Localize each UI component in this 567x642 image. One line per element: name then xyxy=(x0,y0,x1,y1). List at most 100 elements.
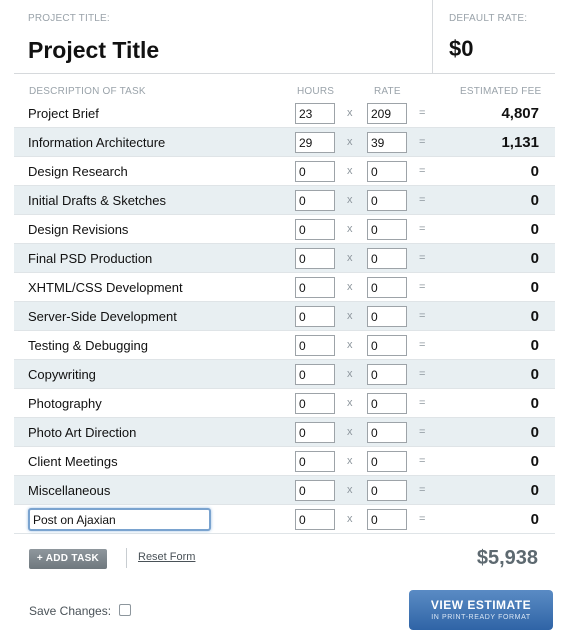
equals-sign: = xyxy=(419,397,426,409)
hours-input[interactable] xyxy=(295,190,335,211)
column-header-fee: ESTIMATED FEE xyxy=(460,86,542,97)
hours-input[interactable] xyxy=(295,132,335,153)
estimated-fee: 0 xyxy=(530,453,539,470)
table-row: Design Revisions x = 0 xyxy=(14,215,555,244)
hours-input[interactable] xyxy=(295,451,335,472)
task-list: Project Brief x = 4,807 Information Architec… xyxy=(14,99,555,534)
view-estimate-button[interactable]: VIEW ESTIMATE IN PRINT-READY FORMAT xyxy=(409,590,553,630)
task-name: XHTML/CSS Development xyxy=(28,280,183,295)
hours-input[interactable] xyxy=(295,364,335,385)
header: PROJECT TITLE: DEFAULT RATE: $0 xyxy=(14,0,555,74)
project-title-input[interactable] xyxy=(28,34,418,66)
hours-input[interactable] xyxy=(295,480,335,501)
rate-input[interactable] xyxy=(367,132,407,153)
hours-input[interactable] xyxy=(295,248,335,269)
rate-input[interactable] xyxy=(367,219,407,240)
task-name: Photo Art Direction xyxy=(28,425,137,440)
reset-form-link[interactable]: Reset Form xyxy=(138,551,196,563)
task-name: Project Brief xyxy=(28,106,99,121)
equals-sign: = xyxy=(419,165,426,177)
rate-input[interactable] xyxy=(367,103,407,124)
table-row: Photography x = 0 xyxy=(14,389,555,418)
table-row: Photo Art Direction x = 0 xyxy=(14,418,555,447)
table-row: Project Brief x = 4,807 xyxy=(14,99,555,128)
equals-sign: = xyxy=(419,310,426,322)
rate-input[interactable] xyxy=(367,364,407,385)
estimated-fee: 0 xyxy=(530,366,539,383)
rate-input[interactable] xyxy=(367,509,407,530)
column-header-hours: HOURS xyxy=(297,86,335,97)
hours-input[interactable] xyxy=(295,393,335,414)
table-row: Copywriting x = 0 xyxy=(14,360,555,389)
estimated-fee: 4,807 xyxy=(501,105,539,122)
task-name: Miscellaneous xyxy=(28,483,111,498)
table-row: Miscellaneous x = 0 xyxy=(14,476,555,505)
hours-input[interactable] xyxy=(295,219,335,240)
rate-input[interactable] xyxy=(367,335,407,356)
times-sign: x xyxy=(347,136,353,148)
equals-sign: = xyxy=(419,281,426,293)
estimated-fee: 0 xyxy=(530,482,539,499)
default-rate-section: DEFAULT RATE: $0 xyxy=(434,0,555,74)
estimated-fee: 0 xyxy=(530,511,539,528)
estimated-fee: 0 xyxy=(530,163,539,180)
add-task-button[interactable]: + ADD TASK xyxy=(29,549,107,569)
estimated-fee: 1,131 xyxy=(501,134,539,151)
hours-input[interactable] xyxy=(295,277,335,298)
equals-sign: = xyxy=(419,136,426,148)
rate-input[interactable] xyxy=(367,451,407,472)
footer-divider xyxy=(126,548,127,568)
estimated-fee: 0 xyxy=(530,221,539,238)
hours-input[interactable] xyxy=(295,335,335,356)
rate-input[interactable] xyxy=(367,190,407,211)
new-task-name-input[interactable] xyxy=(28,508,211,531)
times-sign: x xyxy=(347,368,353,380)
hours-input[interactable] xyxy=(295,306,335,327)
total-fee: $5,938 xyxy=(476,547,538,569)
task-name: Client Meetings xyxy=(28,454,118,469)
equals-sign: = xyxy=(419,484,426,496)
table-row: Initial Drafts & Sketches x = 0 xyxy=(14,186,555,215)
task-name: Design Revisions xyxy=(28,222,129,237)
rate-input[interactable] xyxy=(367,393,407,414)
times-sign: x xyxy=(347,455,353,467)
estimated-fee: 0 xyxy=(530,424,539,441)
table-row: Design Research x = 0 xyxy=(14,157,555,186)
times-sign: x xyxy=(347,310,353,322)
hours-input[interactable] xyxy=(295,422,335,443)
table-row: Final PSD Production x = 0 xyxy=(14,244,555,273)
estimated-fee: 0 xyxy=(530,279,539,296)
equals-sign: = xyxy=(419,194,426,206)
rate-input[interactable] xyxy=(367,422,407,443)
save-changes-checkbox[interactable] xyxy=(119,604,131,616)
table-row: x = 0 xyxy=(14,505,555,534)
equals-sign: = xyxy=(419,252,426,264)
times-sign: x xyxy=(347,252,353,264)
estimated-fee: 0 xyxy=(530,250,539,267)
save-changes-label: Save Changes: xyxy=(29,604,112,618)
times-sign: x xyxy=(347,165,353,177)
rate-input[interactable] xyxy=(367,161,407,182)
times-sign: x xyxy=(347,426,353,438)
equals-sign: = xyxy=(419,368,426,380)
rate-input[interactable] xyxy=(367,277,407,298)
equals-sign: = xyxy=(419,513,426,525)
hours-input[interactable] xyxy=(295,509,335,530)
estimated-fee: 0 xyxy=(530,337,539,354)
times-sign: x xyxy=(347,484,353,496)
default-rate-label: DEFAULT RATE: xyxy=(449,13,528,24)
task-name: Design Research xyxy=(28,164,128,179)
hours-input[interactable] xyxy=(295,103,335,124)
times-sign: x xyxy=(347,107,353,119)
column-header-description: DESCRIPTION OF TASK xyxy=(29,86,146,97)
rate-input[interactable] xyxy=(367,480,407,501)
times-sign: x xyxy=(347,397,353,409)
task-name: Server-Side Development xyxy=(28,309,177,324)
hours-input[interactable] xyxy=(295,161,335,182)
project-title-section: PROJECT TITLE: xyxy=(14,0,433,74)
project-title-label: PROJECT TITLE: xyxy=(28,13,110,24)
default-rate-value[interactable]: $0 xyxy=(449,36,474,61)
rate-input[interactable] xyxy=(367,248,407,269)
rate-input[interactable] xyxy=(367,306,407,327)
estimated-fee: 0 xyxy=(530,192,539,209)
